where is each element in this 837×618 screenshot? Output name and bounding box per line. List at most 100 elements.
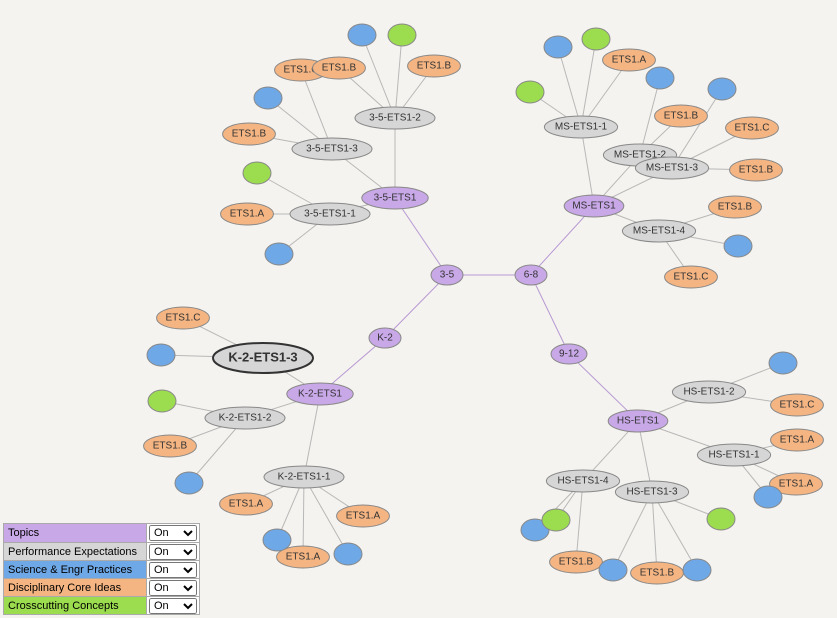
node-s11[interactable]	[334, 543, 362, 565]
node-ellipse[interactable]	[551, 344, 587, 364]
node-K-2-ETS1[interactable]: K-2-ETS1	[287, 383, 353, 405]
node-ellipse[interactable]	[769, 352, 797, 374]
node-s6[interactable]	[708, 78, 736, 100]
node-ellipse[interactable]	[516, 81, 544, 103]
node-ellipse[interactable]	[544, 116, 617, 138]
node-ellipse[interactable]	[608, 410, 668, 432]
node-d12[interactable]: ETS1.C	[157, 307, 210, 329]
node-s5[interactable]	[646, 67, 674, 89]
node-ellipse[interactable]	[263, 529, 291, 551]
node-d5[interactable]: ETS1.B	[408, 55, 461, 77]
node-ellipse[interactable]	[603, 49, 656, 71]
node-ellipse[interactable]	[683, 559, 711, 581]
node-ellipse[interactable]	[175, 472, 203, 494]
node-d9[interactable]: ETS1.B	[730, 159, 783, 181]
node-ellipse[interactable]	[220, 493, 273, 515]
node-ellipse[interactable]	[355, 107, 435, 129]
node-ellipse[interactable]	[290, 203, 370, 225]
node-ellipse[interactable]	[362, 187, 428, 209]
node-ellipse[interactable]	[144, 435, 197, 457]
node-ellipse[interactable]	[771, 394, 824, 416]
node-c3[interactable]	[582, 28, 610, 50]
node-d1[interactable]: ETS1.A	[221, 203, 274, 225]
node-s3[interactable]	[265, 243, 293, 265]
node-ellipse[interactable]	[697, 444, 770, 466]
node-c1[interactable]	[243, 162, 271, 184]
node-ellipse[interactable]	[646, 67, 674, 89]
node-ellipse[interactable]	[348, 24, 376, 46]
node-ellipse[interactable]	[337, 505, 390, 527]
legend-toggle-select[interactable]: OnOff	[149, 525, 197, 541]
node-MS-ETS1-3[interactable]: MS-ETS1-3	[635, 157, 708, 179]
node-ellipse[interactable]	[724, 235, 752, 257]
node-6-8[interactable]: 6-8	[515, 265, 547, 285]
node-d8[interactable]: ETS1.C	[726, 117, 779, 139]
node-ellipse[interactable]	[148, 390, 176, 412]
node-s15[interactable]	[599, 559, 627, 581]
node-ellipse[interactable]	[292, 138, 372, 160]
node-s12[interactable]	[769, 352, 797, 374]
node-HS-ETS1-3[interactable]: HS-ETS1-3	[615, 481, 688, 503]
node-ellipse[interactable]	[542, 509, 570, 531]
node-s2[interactable]	[348, 24, 376, 46]
node-c6[interactable]	[542, 509, 570, 531]
node-d6[interactable]: ETS1.A	[603, 49, 656, 71]
node-ellipse[interactable]	[157, 307, 210, 329]
node-ellipse[interactable]	[726, 117, 779, 139]
node-ellipse[interactable]	[147, 344, 175, 366]
node-ellipse[interactable]	[550, 551, 603, 573]
node-ellipse[interactable]	[771, 429, 824, 451]
node-ellipse[interactable]	[754, 486, 782, 508]
node-HS-ETS1-4[interactable]: HS-ETS1-4	[546, 470, 619, 492]
node-ellipse[interactable]	[709, 196, 762, 218]
node-HS-ETS1[interactable]: HS-ETS1	[608, 410, 668, 432]
node-ellipse[interactable]	[313, 57, 366, 79]
node-s14[interactable]	[683, 559, 711, 581]
node-s13[interactable]	[754, 486, 782, 508]
node-K-2-ETS1-1[interactable]: K-2-ETS1-1	[264, 466, 344, 488]
node-d21[interactable]: ETS1.B	[631, 562, 684, 584]
node-ellipse[interactable]	[599, 559, 627, 581]
node-3-5-ETS1-3[interactable]: 3-5-ETS1-3	[292, 138, 372, 160]
node-d10[interactable]: ETS1.B	[709, 196, 762, 218]
node-ellipse[interactable]	[369, 328, 401, 348]
node-3-5-ETS1[interactable]: 3-5-ETS1	[362, 187, 428, 209]
node-3-5[interactable]: 3-5	[431, 265, 463, 285]
node-ellipse[interactable]	[546, 470, 619, 492]
node-ellipse[interactable]	[265, 243, 293, 265]
node-ellipse[interactable]	[730, 159, 783, 181]
legend-toggle-select[interactable]: OnOff	[149, 562, 197, 578]
node-ellipse[interactable]	[388, 24, 416, 46]
node-c2[interactable]	[388, 24, 416, 46]
node-d4[interactable]: ETS1.B	[313, 57, 366, 79]
node-ellipse[interactable]	[615, 481, 688, 503]
node-ellipse[interactable]	[213, 343, 313, 373]
node-9-12[interactable]: 9-12	[551, 344, 587, 364]
legend-toggle-select[interactable]: OnOff	[149, 598, 197, 614]
node-HS-ETS1-1[interactable]: HS-ETS1-1	[697, 444, 770, 466]
node-ellipse[interactable]	[582, 28, 610, 50]
node-ellipse[interactable]	[287, 383, 353, 405]
node-ellipse[interactable]	[707, 508, 735, 530]
node-d2[interactable]: ETS1.B	[223, 123, 276, 145]
node-d13[interactable]: ETS1.B	[144, 435, 197, 457]
node-d14[interactable]: ETS1.A	[220, 493, 273, 515]
node-c4[interactable]	[516, 81, 544, 103]
node-s10[interactable]	[263, 529, 291, 551]
node-c5[interactable]	[148, 390, 176, 412]
node-ellipse[interactable]	[631, 562, 684, 584]
node-c7[interactable]	[707, 508, 735, 530]
node-ellipse[interactable]	[672, 381, 745, 403]
node-d20[interactable]: ETS1.B	[550, 551, 603, 573]
node-3-5-ETS1-2[interactable]: 3-5-ETS1-2	[355, 107, 435, 129]
node-ellipse[interactable]	[544, 36, 572, 58]
node-ellipse[interactable]	[515, 265, 547, 285]
node-ellipse[interactable]	[408, 55, 461, 77]
node-MS-ETS1-4[interactable]: MS-ETS1-4	[622, 220, 695, 242]
node-ellipse[interactable]	[665, 266, 718, 288]
node-3-5-ETS1-1[interactable]: 3-5-ETS1-1	[290, 203, 370, 225]
node-ellipse[interactable]	[243, 162, 271, 184]
node-MS-ETS1[interactable]: MS-ETS1	[564, 195, 624, 217]
node-d16[interactable]: ETS1.A	[337, 505, 390, 527]
node-ellipse[interactable]	[254, 87, 282, 109]
